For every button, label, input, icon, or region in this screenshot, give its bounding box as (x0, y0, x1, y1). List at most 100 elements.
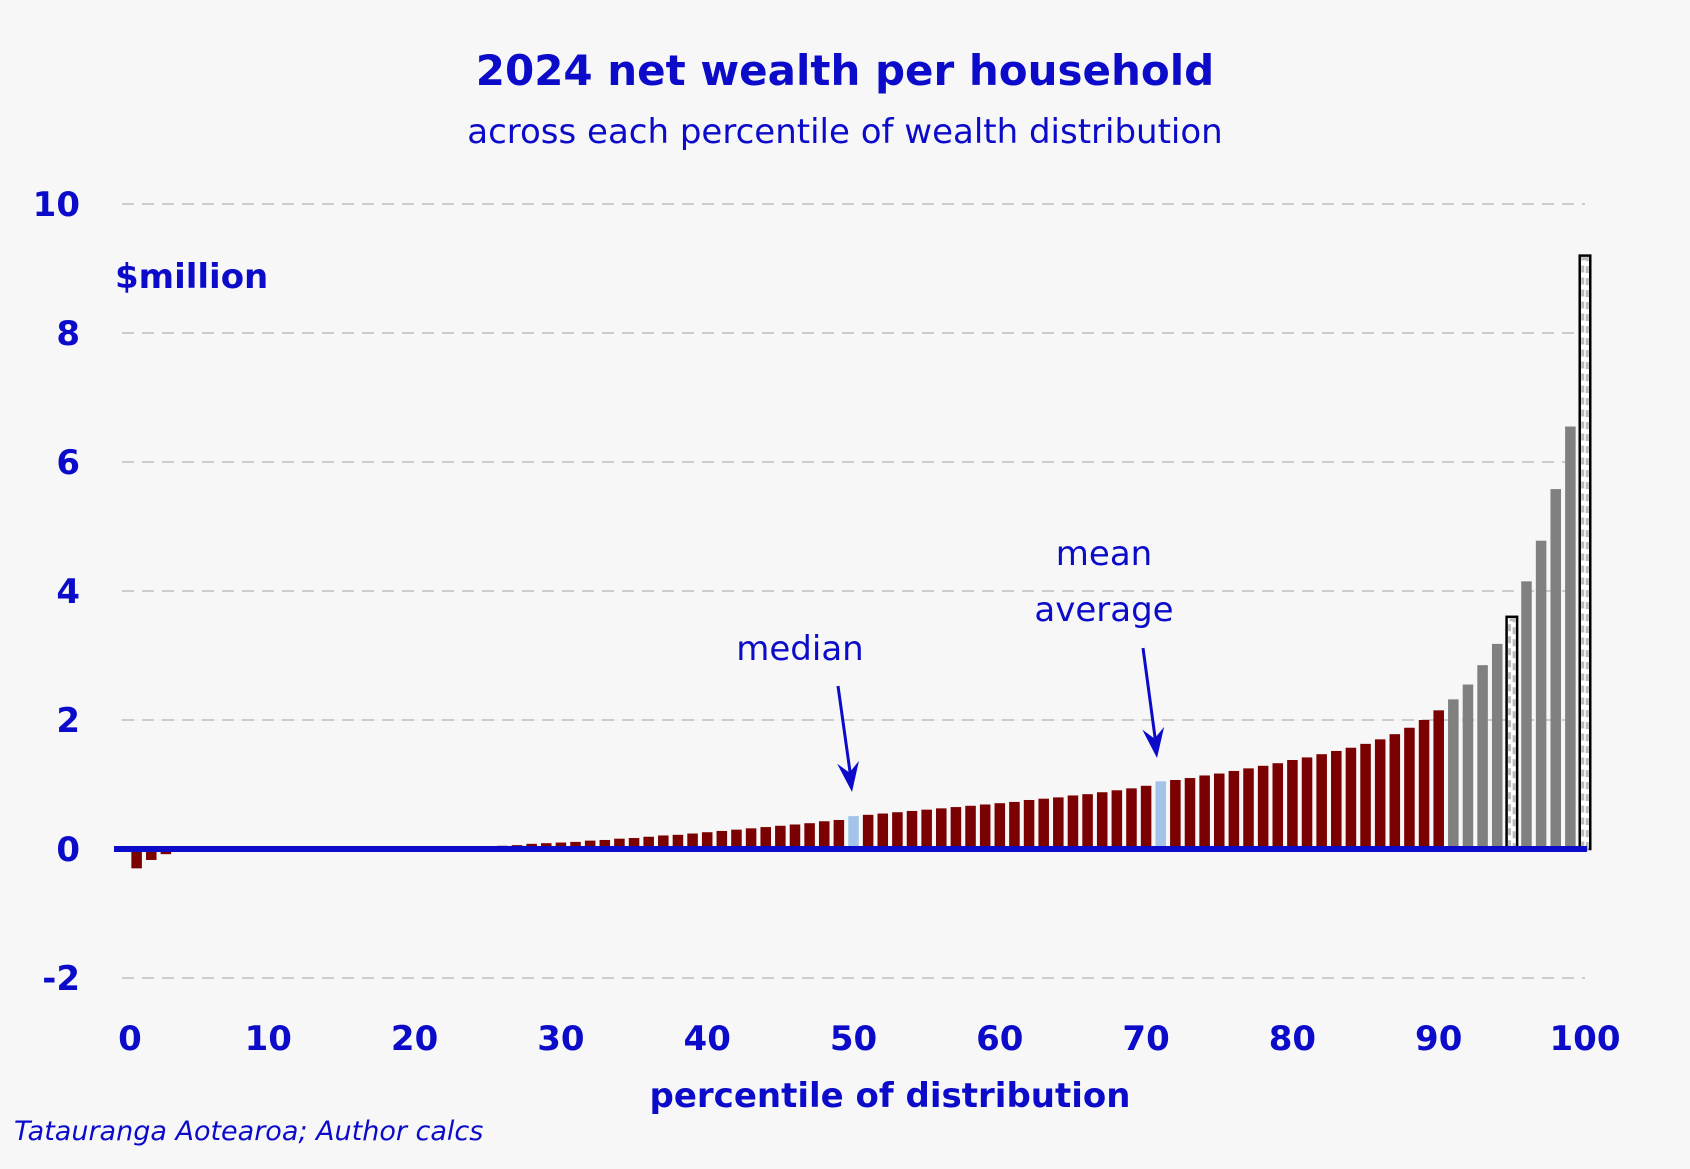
bar (614, 838, 625, 849)
x-tick-label: 60 (976, 1019, 1023, 1059)
bar (1404, 727, 1415, 849)
x-axis-label: percentile of distribution (650, 1076, 1131, 1116)
bar (1082, 794, 1093, 849)
bar (979, 804, 991, 849)
x-tick-label: 50 (830, 1019, 877, 1059)
bar (950, 807, 962, 849)
x-tick-label: 80 (1269, 1019, 1316, 1059)
bar (1433, 710, 1444, 849)
annotation-label: average (1034, 590, 1173, 630)
bar (584, 840, 596, 849)
annotation-arrow-head (1142, 726, 1165, 758)
bar (1038, 798, 1049, 849)
bar (687, 833, 698, 849)
bar (1257, 765, 1269, 849)
y-tick-label: 8 (56, 314, 80, 354)
bar (1184, 778, 1196, 849)
bar (965, 805, 976, 849)
x-tick-label: 0 (118, 1019, 142, 1059)
bar (731, 829, 742, 849)
bar (145, 849, 157, 860)
bar (745, 828, 757, 849)
bar (1535, 540, 1547, 849)
y-tick-label: 10 (33, 185, 80, 225)
bar (1345, 747, 1357, 849)
chart-title: 2024 net wealth per household (476, 46, 1214, 95)
bar (1228, 770, 1240, 849)
y-tick-label: 0 (56, 830, 80, 870)
bar (701, 832, 713, 849)
bar (862, 814, 874, 849)
bar (1565, 426, 1576, 849)
bar (1170, 779, 1181, 849)
bar (131, 849, 142, 869)
y-axis-ticks: -2 0 2 4 6 8 10 (33, 185, 80, 999)
bar (1126, 788, 1137, 849)
x-tick-label: 20 (391, 1019, 438, 1059)
bar (1111, 790, 1123, 849)
annotation-label: median (736, 629, 863, 669)
bar (1491, 643, 1503, 849)
bar-outline-hatch (1581, 257, 1589, 851)
bar (1550, 489, 1562, 849)
bar (833, 819, 845, 849)
bar (1053, 797, 1064, 849)
bar (877, 813, 889, 849)
x-tick-label: 90 (1415, 1019, 1462, 1059)
bar (892, 812, 903, 849)
bar (906, 810, 918, 849)
gridlines (122, 203, 1585, 979)
bar (1023, 799, 1035, 849)
chart-subtitle: across each percentile of wealth distrib… (467, 112, 1222, 152)
bar (760, 827, 771, 849)
bar (1243, 768, 1254, 849)
bar (1272, 763, 1284, 849)
y-tick-label: -2 (42, 959, 80, 999)
bar (628, 838, 640, 849)
bar (599, 839, 611, 849)
bar (643, 836, 654, 849)
bar (1096, 792, 1108, 849)
bar (1521, 581, 1532, 849)
bar (1374, 739, 1386, 849)
bar (1360, 743, 1371, 849)
bar (555, 842, 567, 849)
bar (1140, 785, 1152, 849)
y-tick-label: 2 (56, 701, 80, 741)
x-tick-label: 40 (684, 1019, 731, 1059)
bar (658, 835, 669, 849)
bar (848, 816, 859, 849)
bar (1462, 684, 1474, 849)
bar (1301, 757, 1313, 849)
bar (1331, 750, 1342, 849)
bar (570, 841, 581, 849)
bar (789, 824, 801, 849)
annotation-label: mean (1056, 534, 1152, 574)
bar (1418, 720, 1430, 849)
bar (1389, 734, 1401, 849)
y-axis-label: $million (115, 257, 268, 297)
annotation-arrow-shaft (836, 685, 854, 787)
y-tick-label: 6 (56, 443, 80, 483)
bar (1067, 795, 1079, 849)
bar (921, 809, 932, 849)
annotation-arrow-shaft (1141, 647, 1159, 753)
annotations: median mean average (736, 534, 1174, 792)
x-tick-label: 10 (245, 1019, 292, 1059)
bar (1477, 665, 1488, 849)
y-tick-label: 4 (56, 572, 80, 612)
bar (1213, 773, 1225, 849)
x-tick-label: 70 (1122, 1019, 1169, 1059)
x-tick-label: 100 (1550, 1019, 1621, 1059)
bar (1448, 699, 1459, 849)
bar-outline-hatch (1508, 618, 1516, 851)
source-note: Tatauranga Aotearoa; Author calcs (14, 1116, 483, 1147)
bar (1316, 754, 1327, 849)
bar (818, 821, 830, 849)
bar (936, 808, 947, 849)
x-axis-ticks: 0 10 20 30 40 50 60 70 80 90 100 (118, 1019, 1620, 1059)
annotation-arrow-head (837, 760, 859, 792)
bar (1287, 759, 1298, 849)
